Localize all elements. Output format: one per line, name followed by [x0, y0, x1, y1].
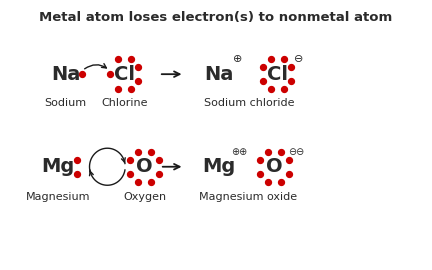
- Point: [73, 158, 80, 162]
- Point: [267, 87, 274, 91]
- Text: Mg: Mg: [202, 157, 235, 176]
- Text: Sodium: Sodium: [44, 98, 86, 108]
- Point: [134, 179, 141, 184]
- Text: Magnesium oxide: Magnesium oxide: [199, 193, 297, 202]
- Text: ⊖: ⊖: [294, 54, 303, 64]
- Text: Na: Na: [51, 65, 80, 84]
- Point: [135, 79, 142, 83]
- Point: [278, 179, 285, 184]
- Point: [278, 150, 285, 154]
- Point: [280, 87, 287, 91]
- Point: [257, 171, 264, 176]
- Text: Cl: Cl: [114, 65, 135, 84]
- Text: Metal atom loses electron(s) to nonmetal atom: Metal atom loses electron(s) to nonmetal…: [39, 11, 393, 24]
- Point: [148, 179, 155, 184]
- Point: [267, 57, 274, 62]
- Point: [264, 179, 271, 184]
- Point: [260, 65, 267, 69]
- Text: Magnesium: Magnesium: [25, 193, 90, 202]
- Point: [127, 87, 134, 91]
- Point: [280, 57, 287, 62]
- Text: Cl: Cl: [267, 65, 288, 84]
- Point: [114, 57, 121, 62]
- Text: O: O: [136, 157, 153, 176]
- Text: Oxygen: Oxygen: [123, 193, 166, 202]
- Point: [106, 72, 113, 76]
- Point: [79, 72, 86, 76]
- Point: [286, 158, 292, 162]
- Point: [73, 171, 80, 176]
- Point: [127, 57, 134, 62]
- Point: [260, 79, 267, 83]
- Point: [156, 158, 162, 162]
- Point: [264, 150, 271, 154]
- Point: [288, 79, 295, 83]
- Point: [288, 65, 295, 69]
- Point: [127, 158, 134, 162]
- Point: [114, 87, 121, 91]
- Text: O: O: [267, 157, 283, 176]
- Text: Sodium chloride: Sodium chloride: [204, 98, 294, 108]
- Point: [127, 171, 134, 176]
- Text: Na: Na: [204, 65, 233, 84]
- Point: [286, 171, 292, 176]
- FancyArrowPatch shape: [85, 64, 106, 69]
- Text: Mg: Mg: [41, 157, 75, 176]
- Point: [257, 158, 264, 162]
- Text: ⊕: ⊕: [233, 54, 243, 64]
- Text: ⊕⊕: ⊕⊕: [231, 147, 248, 157]
- Text: ⊖⊖: ⊖⊖: [288, 147, 304, 157]
- Point: [135, 65, 142, 69]
- Point: [156, 171, 162, 176]
- Text: Chlorine: Chlorine: [101, 98, 147, 108]
- Point: [148, 150, 155, 154]
- Point: [134, 150, 141, 154]
